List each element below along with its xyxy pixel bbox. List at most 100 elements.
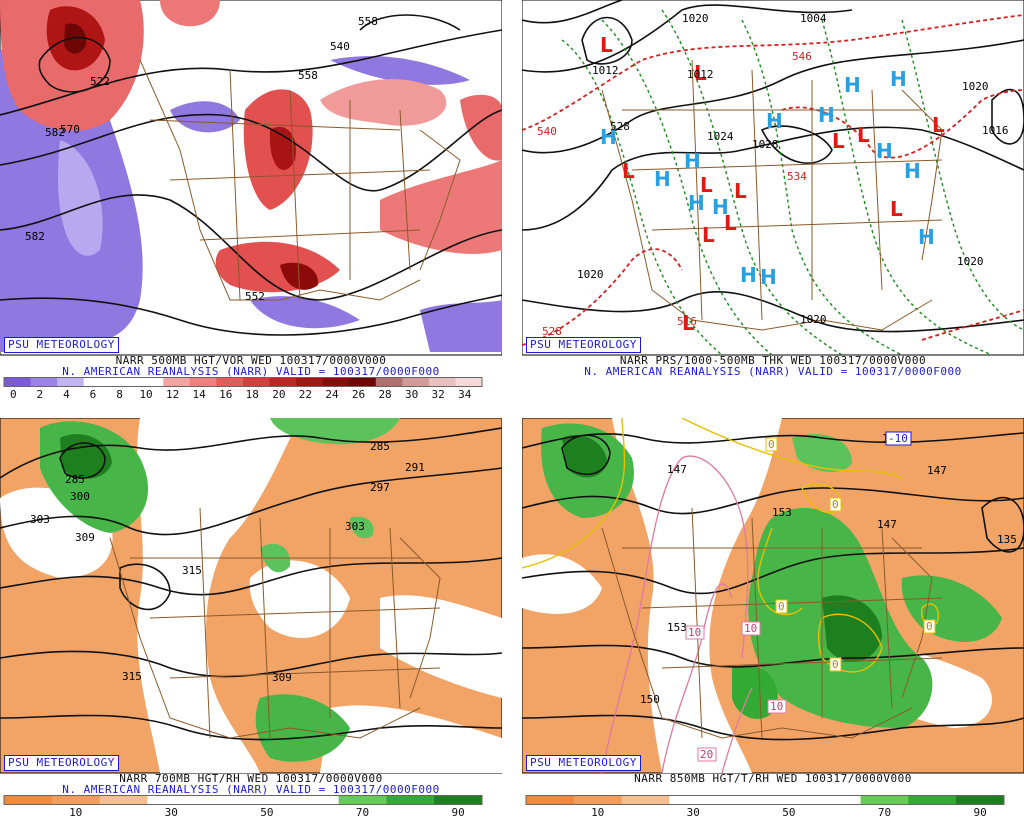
colorbar-swatch: [147, 795, 196, 805]
colorbar-swatch: [110, 377, 138, 387]
map-850mb-temperature-humidity: 147 153 147 147 135 153 150 141 -1000000…: [522, 418, 1024, 774]
temperature-label: 0: [768, 438, 775, 451]
contour-label: 315: [122, 670, 142, 683]
vorticity-negative-west-light: [58, 140, 103, 256]
low-pressure-marker: L: [700, 173, 713, 197]
colorbar-swatch: [573, 795, 623, 805]
high-humidity-regions: [541, 423, 1002, 728]
high-pressure-marker: H: [600, 125, 617, 149]
colorbar-label: 10: [139, 388, 153, 400]
panel-500mb-vorticity: 582 570 558 540 582 558 522 552 PSU METE…: [0, 0, 502, 400]
contour-label: 1028: [752, 138, 779, 151]
low-pressure-marker: L: [682, 311, 695, 335]
contour-label: 522: [90, 75, 110, 88]
colorbar-label: 50: [782, 806, 796, 818]
contour-label: 1012: [592, 64, 619, 77]
temperature-label: 10: [688, 626, 701, 639]
vorticity-positive-far-east: [460, 94, 502, 161]
temperature-label: 0: [778, 600, 785, 613]
colorbar-swatch: [338, 795, 387, 805]
humidity-colorbar-labels: 10 30 50 70 90: [0, 806, 502, 818]
colorbar-label: 70: [877, 806, 892, 818]
contour-label: 150: [640, 693, 660, 706]
colorbar-swatch: [4, 795, 53, 805]
thickness-label: 528: [542, 325, 562, 338]
colorbar-label: 16: [219, 388, 233, 400]
temperature-label-box: [829, 497, 842, 512]
colorbar-swatch: [163, 377, 191, 387]
contour-label: 552: [245, 290, 265, 303]
psu-meteorology-logo: PSU METEOROLOGY: [4, 337, 119, 353]
low-pressure-marker: L: [734, 179, 747, 203]
colorbar-frame: [525, 795, 1005, 805]
colorbar-swatch: [349, 377, 377, 387]
contour-label: 153: [667, 621, 687, 634]
colorbar-label: 30: [164, 806, 178, 818]
chart-title-line-2: N. AMERICAN REANALYSIS (NARR) VALID = 10…: [62, 783, 440, 796]
temperature-label-box: [775, 599, 788, 614]
thickness-label: 534: [787, 170, 807, 183]
contour-label: 147: [927, 464, 947, 477]
contour-label: 147: [667, 463, 687, 476]
vorticity-positive-north: [160, 0, 220, 27]
contour-label-group: 1020 1004 1012 1012 1024 1020 1020 1020 …: [537, 12, 1009, 338]
colorbar-frame: [3, 377, 483, 387]
temperature-label-box: [885, 431, 912, 446]
colorbar-swatch: [908, 795, 957, 805]
colorbar-swatch: [434, 795, 483, 805]
colorbar-label: 28: [378, 388, 392, 400]
contour-label-group: 285 291 297 303 309 315 315 309 303 300 …: [30, 440, 425, 684]
colorbar-label: 24: [325, 388, 339, 400]
temperature-label-box: [741, 621, 761, 636]
high-pressure-marker: H: [766, 109, 783, 133]
colorbar-swatch: [428, 377, 456, 387]
contour-label: 558: [358, 15, 378, 28]
colorbar-label: 22: [298, 388, 313, 400]
colorbar-swatch: [4, 377, 32, 387]
contour-label: 300: [70, 490, 90, 503]
colorbar-label: 12: [166, 388, 180, 400]
chart-title-line-1: NARR 850MB HGT/T/RH WED 100317/0000V000: [634, 772, 912, 785]
temperature-labels: -10 0 0 0 0 0 10 10 20 10: [685, 431, 936, 762]
colorbar-label: 70: [355, 806, 370, 818]
colorbar-swatch: [30, 377, 58, 387]
colorbar-swatch: [290, 795, 340, 805]
contour-label: 1024: [707, 130, 734, 143]
colorbar-label: 6: [89, 388, 97, 400]
colorbar-swatch: [956, 795, 1005, 805]
contour-label: 135: [997, 533, 1017, 546]
high-pressure-marker: H: [712, 195, 729, 219]
colorbar-label: 2: [36, 388, 44, 400]
contour-label: 1020: [962, 80, 989, 93]
vorticity-colorbar-labels: 0 2 4 6 8 10 12 14 16 18 20 22 24 26 28 30 32 34: [0, 388, 502, 400]
high-pressure-marker: H: [684, 149, 701, 173]
colorbar-label: 50: [260, 806, 274, 818]
colorbar-swatch: [812, 795, 862, 805]
low-pressure-marker: L: [702, 223, 715, 247]
temperature-label-box: [765, 437, 778, 452]
temperature-label-box: [697, 747, 717, 762]
high-pressure-marker: H: [844, 73, 861, 97]
colorbar-frame: [3, 795, 483, 805]
colorbar-swatch: [51, 795, 101, 805]
low-pressure-marker: L: [932, 113, 945, 137]
thickness-label: 516: [677, 315, 697, 328]
high-pressure-marker: H: [654, 167, 671, 191]
map-frame: [522, 0, 1024, 356]
colorbar-label: 30: [686, 806, 700, 818]
contour-label: 309: [272, 671, 292, 684]
colorbar-swatch: [83, 377, 111, 387]
high-pressure-marker: H: [876, 139, 893, 163]
contour-label: 1020: [957, 255, 984, 268]
contour-label: 285: [370, 440, 390, 453]
low-pressure-marker: L: [832, 129, 845, 153]
vorticity-negative-south: [250, 296, 360, 329]
temperature-label-box: [829, 657, 842, 672]
psu-meteorology-logo: PSU METEOROLOGY: [4, 755, 119, 771]
colorbar-swatch: [99, 795, 148, 805]
low-pressure-marker: L: [600, 33, 613, 57]
contour-label: 153: [772, 506, 792, 519]
colorbar-label: 14: [192, 388, 206, 400]
colorbar-label: 4: [63, 388, 70, 400]
chart-title-line-2: N. AMERICAN REANALYSIS (NARR) VALID = 10…: [584, 365, 962, 378]
